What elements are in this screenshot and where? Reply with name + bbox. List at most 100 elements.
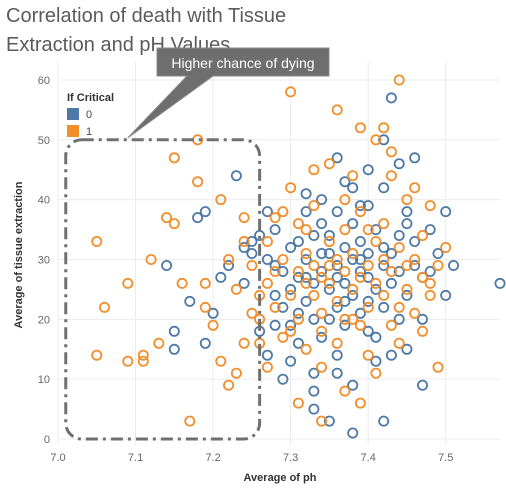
- data-point: [92, 237, 101, 246]
- callout: Higher chance of dying: [128, 48, 329, 138]
- data-point: [232, 285, 241, 294]
- data-point: [240, 339, 249, 348]
- data-point: [379, 303, 388, 312]
- data-point: [185, 417, 194, 426]
- data-point: [201, 339, 210, 348]
- callout-text: Higher chance of dying: [171, 55, 314, 71]
- data-point: [309, 387, 318, 396]
- data-point: [371, 333, 380, 342]
- x-axis-label: Average of ph: [244, 472, 317, 484]
- data-point: [426, 291, 435, 300]
- data-point: [232, 171, 241, 180]
- data-point: [302, 189, 311, 198]
- data-point: [263, 351, 272, 360]
- data-point: [201, 279, 210, 288]
- data-point: [325, 279, 334, 288]
- data-point: [247, 249, 256, 258]
- x-tick-label: 7.5: [438, 452, 453, 464]
- data-point: [426, 279, 435, 288]
- data-point: [379, 183, 388, 192]
- data-point: [162, 261, 171, 270]
- x-tick-label: 7.2: [205, 452, 220, 464]
- data-point: [325, 159, 334, 168]
- data-point: [232, 369, 241, 378]
- data-point: [317, 327, 326, 336]
- data-point: [294, 267, 303, 276]
- data-point: [395, 303, 404, 312]
- data-point: [410, 183, 419, 192]
- data-point: [387, 147, 396, 156]
- data-point: [185, 297, 194, 306]
- highlight-region: [66, 140, 260, 439]
- data-point: [379, 219, 388, 228]
- data-point: [433, 261, 442, 270]
- data-point: [92, 351, 101, 360]
- data-point: [216, 357, 225, 366]
- legend-swatch: [67, 125, 79, 137]
- data-point: [410, 153, 419, 162]
- data-point: [426, 201, 435, 210]
- data-point: [379, 291, 388, 300]
- y-tick-label: 0: [44, 434, 50, 446]
- data-point: [379, 417, 388, 426]
- series-1: [92, 75, 450, 425]
- data-point: [302, 249, 311, 258]
- data-point: [216, 273, 225, 282]
- y-tick-label: 60: [38, 75, 50, 87]
- data-point: [123, 357, 132, 366]
- data-point: [100, 303, 109, 312]
- data-point: [317, 219, 326, 228]
- data-point: [340, 225, 349, 234]
- data-point: [271, 291, 280, 300]
- data-point: [402, 207, 411, 216]
- data-point: [294, 399, 303, 408]
- data-point: [170, 153, 179, 162]
- data-point: [224, 381, 233, 390]
- data-point: [333, 207, 342, 216]
- data-point: [340, 387, 349, 396]
- legend-swatch: [67, 108, 79, 120]
- y-tick-label: 40: [38, 195, 50, 207]
- data-point: [309, 201, 318, 210]
- y-axis-ticks: 0102030405060: [38, 75, 50, 446]
- data-point: [395, 159, 404, 168]
- data-point: [395, 231, 404, 240]
- y-tick-label: 30: [38, 254, 50, 266]
- data-point: [410, 309, 419, 318]
- x-tick-label: 7.1: [128, 452, 143, 464]
- data-point: [395, 243, 404, 252]
- data-point: [418, 231, 427, 240]
- data-point: [271, 225, 280, 234]
- y-tick-label: 50: [38, 135, 50, 147]
- data-point: [302, 345, 311, 354]
- data-point: [387, 93, 396, 102]
- legend-title: If Critical: [67, 92, 114, 104]
- data-point: [333, 105, 342, 114]
- x-tick-label: 7.3: [283, 452, 298, 464]
- x-tick-label: 7.4: [361, 452, 376, 464]
- data-point: [356, 207, 365, 216]
- data-points: [92, 75, 504, 437]
- data-point: [123, 279, 132, 288]
- data-point: [348, 171, 357, 180]
- data-point: [371, 279, 380, 288]
- legend: If Critical 0 1: [67, 92, 114, 138]
- data-point: [418, 327, 427, 336]
- data-point: [309, 291, 318, 300]
- data-point: [395, 339, 404, 348]
- y-tick-label: 10: [38, 374, 50, 386]
- data-point: [356, 399, 365, 408]
- data-point: [340, 267, 349, 276]
- data-point: [379, 123, 388, 132]
- x-axis-ticks: 7.0 7.1 7.2 7.3 7.4 7.5: [50, 452, 453, 464]
- data-point: [193, 177, 202, 186]
- data-point: [317, 363, 326, 372]
- data-point: [387, 321, 396, 330]
- data-point: [348, 285, 357, 294]
- data-point: [154, 339, 163, 348]
- data-point: [371, 369, 380, 378]
- data-point: [271, 321, 280, 330]
- legend-label: 1: [86, 126, 92, 138]
- data-point: [178, 279, 187, 288]
- data-point: [348, 428, 357, 437]
